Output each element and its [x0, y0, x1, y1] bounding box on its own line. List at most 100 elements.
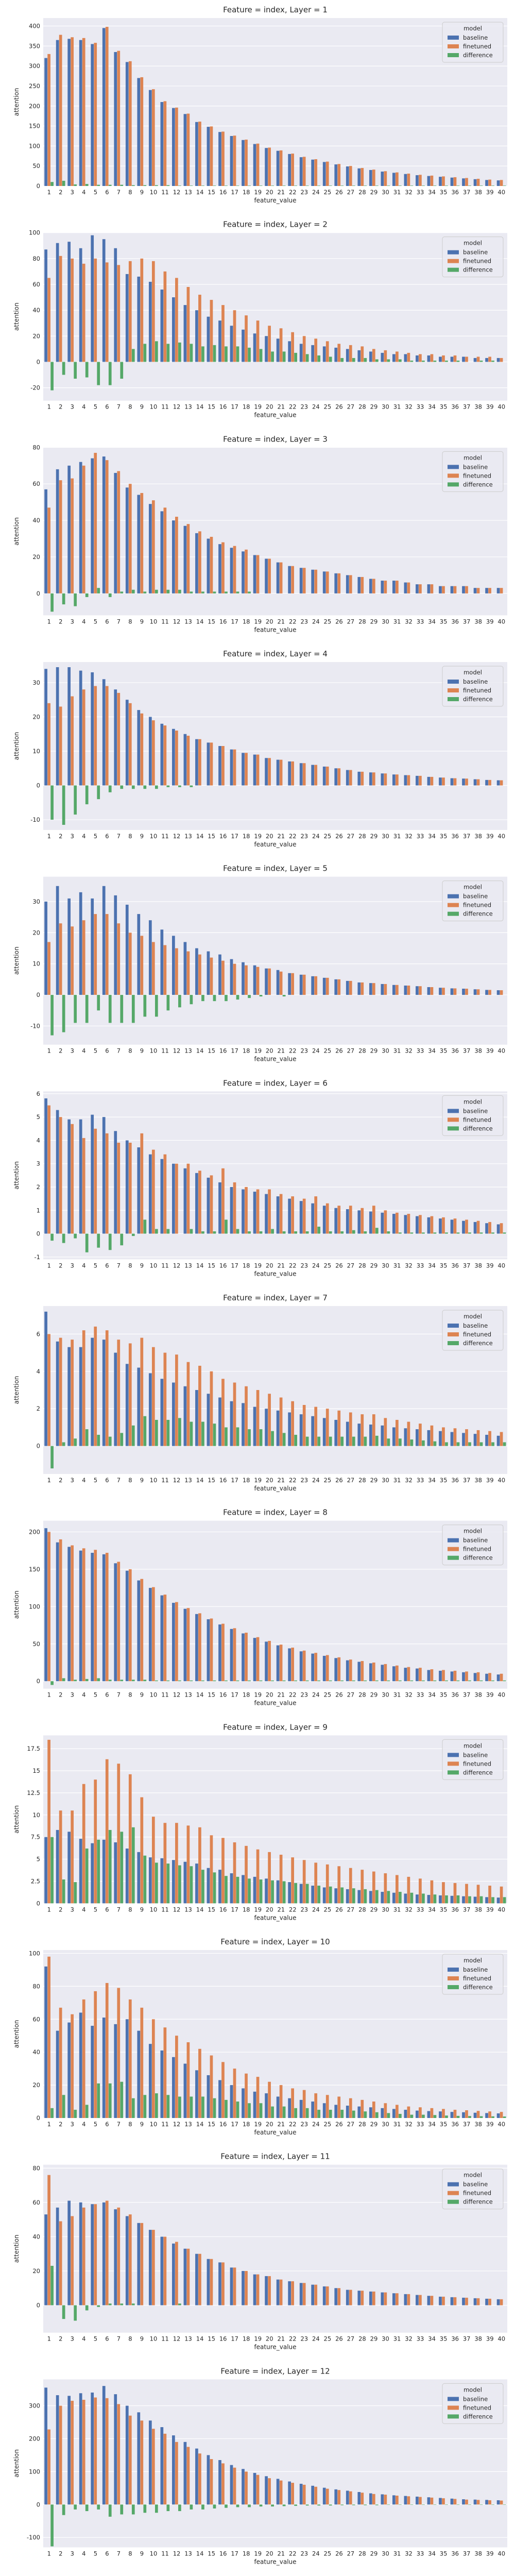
plot-area [43, 232, 507, 401]
legend-label-baseline: baseline [463, 2395, 488, 2402]
bar-difference-5 [97, 785, 100, 800]
bar-finetuned-10 [151, 2019, 155, 2119]
bar-difference-12 [178, 589, 181, 594]
bar-finetuned-37 [465, 1219, 468, 1234]
y-tick-label: 60 [32, 2015, 40, 2023]
bar-difference-40 [503, 2116, 506, 2119]
x-tick-label: 26 [335, 403, 343, 411]
bar-difference-11 [166, 1229, 170, 1234]
bar-finetuned-3 [71, 926, 74, 995]
bar-difference-26 [340, 185, 344, 186]
bar-finetuned-12 [175, 948, 178, 995]
bar-finetuned-35 [442, 988, 445, 995]
bar-difference-28 [364, 185, 367, 186]
bar-finetuned-34 [430, 776, 434, 786]
y-tick-label: 20 [32, 332, 40, 340]
bar-difference-3 [74, 184, 77, 186]
bar-baseline-3 [67, 2396, 71, 2505]
x-tick-label: 32 [405, 403, 413, 411]
bar-finetuned-34 [430, 1216, 434, 1234]
legend-swatch-difference [448, 911, 459, 916]
x-tick-label: 37 [463, 618, 471, 625]
bar-difference-34 [433, 1232, 437, 1234]
x-tick-label: 26 [335, 1691, 343, 1699]
bar-baseline-29 [369, 1891, 372, 1904]
bar-finetuned-13 [186, 951, 190, 995]
bar-finetuned-24 [314, 338, 318, 362]
legend-label-baseline: baseline [463, 1107, 488, 1114]
bar-finetuned-38 [476, 2500, 480, 2505]
x-tick-label: 21 [277, 189, 285, 196]
legend-swatch-finetuned [448, 473, 459, 478]
bar-difference-4 [85, 184, 89, 186]
bar-baseline-1 [44, 669, 47, 786]
x-tick-label: 15 [208, 2335, 215, 2343]
x-tick-label: 18 [243, 1906, 250, 1913]
legend-label-finetuned: finetuned [463, 258, 491, 265]
bar-difference-13 [190, 185, 193, 186]
x-tick-label: 30 [382, 1691, 389, 1699]
bar-difference-11 [166, 1419, 170, 1446]
bar-finetuned-9 [140, 2007, 144, 2119]
bar-finetuned-28 [360, 1870, 364, 1904]
x-tick-label: 34 [428, 1047, 436, 1055]
bar-difference-16 [225, 2099, 228, 2119]
legend-swatch-difference [448, 1341, 459, 1346]
bar-difference-10 [154, 185, 158, 186]
bar-baseline-21 [276, 338, 280, 362]
bar-finetuned-14 [198, 295, 201, 362]
bar-baseline-3 [67, 242, 71, 362]
x-tick-label: 30 [382, 403, 389, 411]
y-tick-label: 1 [37, 1207, 40, 1214]
bar-difference-22 [294, 1231, 297, 1234]
x-tick-label: 7 [117, 833, 121, 840]
bar-finetuned-34 [430, 584, 434, 594]
bar-finetuned-4 [82, 1330, 85, 1446]
legend-title: model [464, 25, 482, 32]
bar-finetuned-31 [396, 2105, 399, 2119]
chart-layer-12: Feature = index, Layer = 12-100010020030… [13, 2366, 507, 2565]
bar-finetuned-19 [256, 2274, 260, 2306]
chart-layer-2: Feature = index, Layer = 2-2002040608010… [13, 220, 507, 419]
bar-difference-25 [329, 357, 332, 362]
bar-difference-24 [317, 185, 321, 186]
y-tick-label: -10 [30, 1022, 40, 1029]
y-tick-label: 100 [29, 229, 40, 236]
x-tick-label: 28 [358, 618, 366, 625]
bar-finetuned-7 [117, 1988, 121, 2119]
x-tick-label: 9 [140, 1262, 144, 1269]
bar-baseline-37 [462, 1672, 465, 1682]
x-tick-label: 15 [208, 2550, 215, 2557]
bar-baseline-7 [114, 1563, 117, 1682]
y-tick-label: 80 [32, 255, 40, 262]
y-tick-label: 100 [29, 1950, 40, 1957]
bar-difference-20 [271, 1431, 274, 1446]
x-tick-label: 5 [94, 1477, 97, 1484]
bar-difference-36 [456, 1895, 460, 1904]
x-tick-label: 1 [47, 403, 51, 411]
bar-baseline-2 [56, 2030, 59, 2119]
bar-finetuned-12 [175, 1354, 178, 1446]
bar-baseline-19 [253, 965, 256, 995]
bar-difference-24 [317, 2504, 321, 2506]
x-tick-label: 2 [59, 1691, 62, 1699]
bar-baseline-13 [183, 305, 187, 362]
bar-finetuned-1 [47, 1532, 50, 1682]
bar-baseline-5 [91, 898, 94, 995]
x-tick-label: 10 [150, 1262, 158, 1269]
bar-baseline-22 [288, 566, 291, 594]
bar-finetuned-31 [396, 2293, 399, 2306]
bar-baseline-27 [346, 166, 349, 186]
bar-baseline-5 [91, 235, 94, 362]
bar-finetuned-36 [453, 778, 457, 786]
bar-difference-8 [131, 2098, 135, 2119]
bar-finetuned-23 [302, 1404, 306, 1446]
bar-baseline-34 [427, 1217, 431, 1234]
bar-finetuned-23 [302, 2283, 306, 2306]
bar-difference-6 [108, 785, 112, 792]
bar-difference-8 [131, 1680, 135, 1682]
bar-finetuned-18 [245, 753, 248, 786]
x-tick-label: 40 [497, 1691, 505, 1699]
bar-finetuned-30 [384, 581, 387, 594]
